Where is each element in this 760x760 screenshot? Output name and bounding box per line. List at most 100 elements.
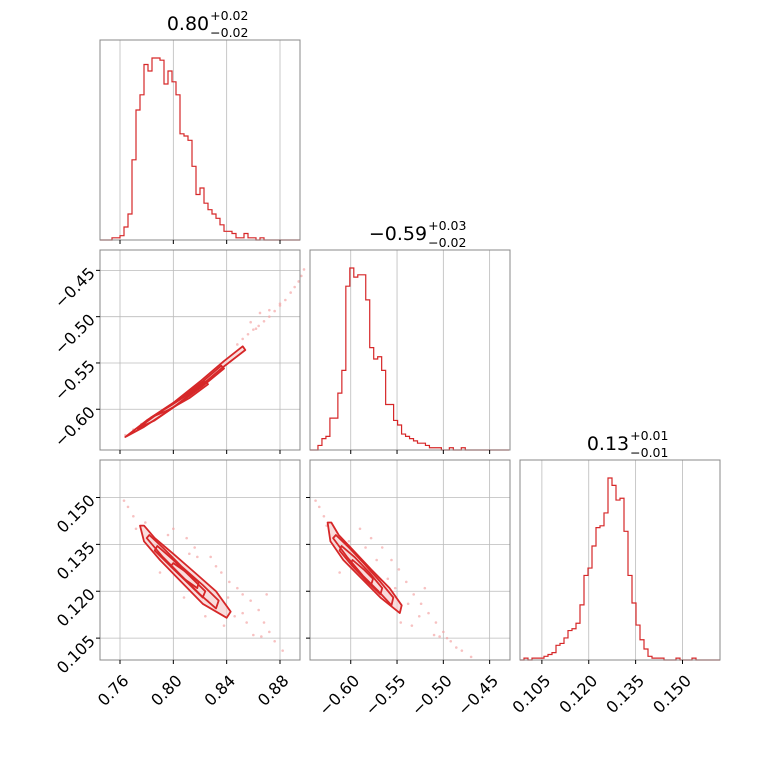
pair-1-point-31 [144, 521, 147, 524]
pair-2-point-19 [417, 614, 421, 618]
pair-2-point-22 [386, 577, 390, 581]
pair-1-point-11 [241, 593, 244, 596]
hist-1-title-minus: −0.02 [428, 235, 466, 250]
hist-1-steps [310, 267, 510, 451]
pair-1-point-34 [188, 552, 191, 556]
pair-0-point-17 [302, 268, 306, 271]
pair-2-point-30 [410, 624, 414, 627]
hist-2-frame [519, 459, 721, 661]
pair-1-contour-3 [169, 562, 200, 589]
pair-0-point-5 [246, 332, 250, 336]
pair-1-point-9 [228, 580, 231, 584]
pair-1-point-12 [249, 599, 252, 602]
pair-2-point-27 [347, 539, 351, 543]
pair-1-point-25 [265, 593, 268, 596]
pair-0-point-18 [278, 302, 282, 306]
pair-0-point-20 [249, 320, 252, 324]
pair-1-point-18 [252, 633, 255, 637]
ytick-label-1-1: −0.55 [51, 356, 99, 404]
pair-0-point-16 [300, 274, 303, 278]
pair-2-point-14 [442, 630, 445, 634]
pair-1-point-2 [132, 514, 135, 518]
pair-2-point-25 [445, 636, 449, 640]
pair-2-point-9 [404, 580, 408, 584]
hist-0-frame [99, 39, 301, 241]
pair-1-point-4 [172, 527, 175, 531]
pair-2-point-31 [438, 635, 441, 638]
xtick-label-0-1: 0.80 [147, 671, 186, 710]
pair-2-point-7 [390, 558, 393, 562]
pair-1-point-28 [182, 596, 186, 599]
hist-0-steps [100, 57, 300, 241]
pair-2-frame [309, 459, 511, 661]
xtick-label-1-2: −0.50 [408, 671, 456, 719]
hist-1-frame [309, 249, 511, 451]
pair-2-point-8 [397, 568, 401, 571]
pair-1-point-13 [257, 608, 260, 612]
pair-1-point-10 [236, 586, 239, 590]
pair-1-point-5 [185, 536, 188, 540]
pair-2-point-23 [375, 558, 378, 562]
pair-2-point-20 [406, 602, 410, 606]
pair-0-contour-2 [149, 380, 209, 419]
pair-2-point-10 [412, 593, 416, 596]
xtick-label-2-0: 0.105 [509, 671, 555, 717]
ytick-label-2-1: 0.120 [53, 585, 99, 631]
xtick-label-0-0: 0.76 [94, 671, 133, 710]
pair-1-point-23 [196, 555, 199, 559]
pair-2-point-29 [393, 586, 397, 590]
hist-0-title-median: 0.80 [167, 13, 209, 35]
pair-1-point-20 [222, 624, 226, 627]
pair-1-point-8 [220, 571, 223, 574]
ytick-label-2-3: 0.150 [53, 491, 99, 537]
xtick-label-2-3: 0.150 [649, 671, 695, 717]
pair-2-contour-1 [332, 534, 395, 607]
hist-0-title-minus: −0.02 [210, 25, 248, 40]
hist-1-title-plus: +0.03 [428, 218, 466, 233]
pair-0-point-10 [273, 309, 276, 313]
xtick-label-0-3: 0.88 [254, 671, 293, 710]
pair-0-point-12 [284, 298, 287, 302]
pair-2-point-12 [427, 611, 430, 615]
pair-2-point-18 [432, 633, 436, 637]
pair-2-point-6 [380, 546, 384, 549]
pair-0-point-15 [297, 280, 300, 283]
pair-1-point-30 [260, 635, 263, 638]
hist-2-title-plus: +0.01 [630, 428, 668, 443]
pair-2-point-17 [469, 655, 473, 659]
pair-2-point-2 [322, 514, 326, 518]
ytick-label-1-0: −0.60 [51, 403, 99, 451]
pair-1-point-19 [233, 614, 236, 618]
pair-2-point-15 [449, 639, 453, 643]
pair-1-point-29 [204, 614, 207, 618]
pair-0-point-7 [257, 324, 260, 328]
hist-1-title-median: −0.59 [369, 223, 427, 245]
pair-1-frame [99, 459, 301, 661]
pair-1-point-24 [241, 611, 244, 615]
pair-0-point-22 [254, 327, 258, 331]
xtick-label-2-2: 0.135 [602, 671, 648, 717]
xtick-label-2-1: 0.120 [555, 671, 601, 717]
pair-2-point-11 [419, 602, 423, 606]
pair-0-point-13 [289, 291, 292, 294]
hist-2-title-median: 0.13 [587, 433, 629, 455]
pair-1-point-7 [209, 555, 212, 559]
ytick-label-2-2: 0.135 [53, 538, 99, 584]
pair-1-point-32 [226, 596, 230, 599]
pair-1-point-16 [273, 639, 276, 643]
pair-1-point-26 [158, 571, 162, 574]
ytick-label-2-0: 0.105 [53, 631, 99, 677]
pair-2-point-26 [364, 546, 367, 549]
pair-0-point-9 [268, 315, 271, 318]
xtick-label-0-2: 0.84 [201, 671, 240, 710]
pair-1-point-17 [281, 649, 284, 652]
pair-2-point-0 [314, 499, 317, 502]
pair-2-point-21 [399, 621, 403, 624]
xtick-label-1-0: −0.60 [315, 671, 363, 719]
xtick-label-1-3: −0.45 [454, 671, 502, 719]
hist-2-title-minus: −0.01 [630, 445, 668, 460]
pair-2-point-28 [338, 571, 341, 574]
hist-2-steps [520, 477, 720, 661]
